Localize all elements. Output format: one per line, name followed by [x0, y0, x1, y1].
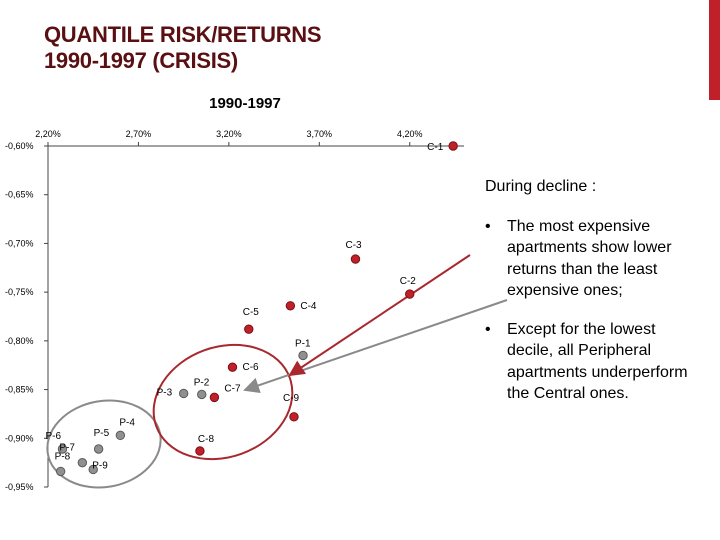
bullet-icon: • — [485, 217, 491, 235]
data-point-p-4 — [115, 430, 126, 441]
point-label-c-9: C-9 — [283, 393, 300, 404]
point-label-c-4: C-4 — [300, 301, 317, 312]
y-tick-label: -0,65% — [5, 190, 34, 200]
x-tick-label: 4,20% — [397, 129, 423, 139]
side-text: During decline : • The most expensive ap… — [485, 176, 705, 422]
arrow-to-peripheral — [243, 299, 508, 394]
data-point-c-5 — [244, 324, 254, 334]
point-label-p-4: P-4 — [119, 417, 135, 428]
data-point-p-1 — [298, 350, 308, 361]
point-label-p-8: P-8 — [55, 451, 71, 462]
data-point-c-2 — [405, 289, 415, 299]
bullet-item-2: • Except for the lowest decile, all Peri… — [485, 319, 705, 405]
data-point-p-2 — [197, 389, 207, 400]
x-tick-label: 2,70% — [126, 129, 152, 139]
data-point-c-8 — [195, 446, 205, 456]
bullet-list: • The most expensive apartments show low… — [485, 216, 705, 405]
point-label-c-8: C-8 — [198, 434, 215, 445]
slide-title-line-2: 1990-1997 (CRISIS) — [44, 48, 238, 73]
x-tick-label: 3,20% — [216, 129, 242, 139]
data-point-c-1 — [448, 141, 458, 151]
data-point-p-8 — [55, 466, 66, 477]
point-label-p-3: P-3 — [157, 387, 173, 398]
side-heading: During decline : — [485, 178, 597, 195]
point-label-c-3: C-3 — [345, 240, 362, 251]
data-point-p-6 — [57, 444, 68, 454]
y-tick-label: -0,70% — [5, 238, 34, 248]
data-point-c-9 — [289, 412, 299, 422]
data-point-c-3 — [350, 254, 361, 264]
point-label-p-7: P-7 — [59, 443, 75, 454]
data-point-p-7 — [77, 457, 88, 468]
y-tick-label: -0,80% — [5, 336, 34, 346]
arrow-to-central — [288, 254, 471, 377]
point-label-c-6: C-6 — [242, 362, 259, 373]
bullet-icon: • — [485, 320, 491, 338]
central-highlight-ellipse — [152, 343, 294, 461]
chart-title: 1990-1997 — [209, 95, 281, 112]
point-label-c-5: C-5 — [243, 307, 260, 318]
point-label-c-2: C-2 — [400, 276, 417, 287]
point-label-p-1: P-1 — [295, 338, 311, 349]
point-label-c-1: C-1 — [427, 142, 444, 153]
data-point-p-3 — [178, 388, 189, 399]
y-tick-label: -0,60% — [5, 141, 34, 151]
data-point-c-7 — [209, 392, 220, 403]
point-label-p-5: P-5 — [94, 428, 110, 439]
data-point-c-6 — [227, 362, 238, 372]
y-tick-label: -0,75% — [5, 287, 34, 297]
y-tick-label: -0,85% — [5, 385, 34, 395]
y-tick-label: -0,95% — [5, 482, 34, 492]
y-tick-label: -0,90% — [5, 433, 34, 443]
bullet-item-1: • The most expensive apartments show low… — [485, 216, 705, 302]
x-tick-label: 3,70% — [307, 129, 333, 139]
bullet-text-1: The most expensive apartments show lower… — [507, 217, 672, 300]
data-point-c-4 — [285, 301, 296, 311]
slide-title: QUANTILE RISK/RETURNS 1990-1997 (CRISIS) — [44, 22, 322, 74]
data-point-p-5 — [93, 444, 104, 454]
bullet-text-2: Except for the lowest decile, all Periph… — [507, 320, 688, 403]
point-label-p-2: P-2 — [194, 377, 210, 388]
slide-title-line-1: QUANTILE RISK/RETURNS — [44, 22, 322, 47]
point-label-p-6: P-6 — [45, 431, 61, 442]
data-point-p-9 — [88, 464, 98, 475]
point-label-c-7: C-7 — [224, 383, 241, 394]
point-label-p-9: P-9 — [92, 460, 108, 471]
accent-bar — [709, 0, 720, 100]
x-tick-label: 2,20% — [35, 129, 61, 139]
